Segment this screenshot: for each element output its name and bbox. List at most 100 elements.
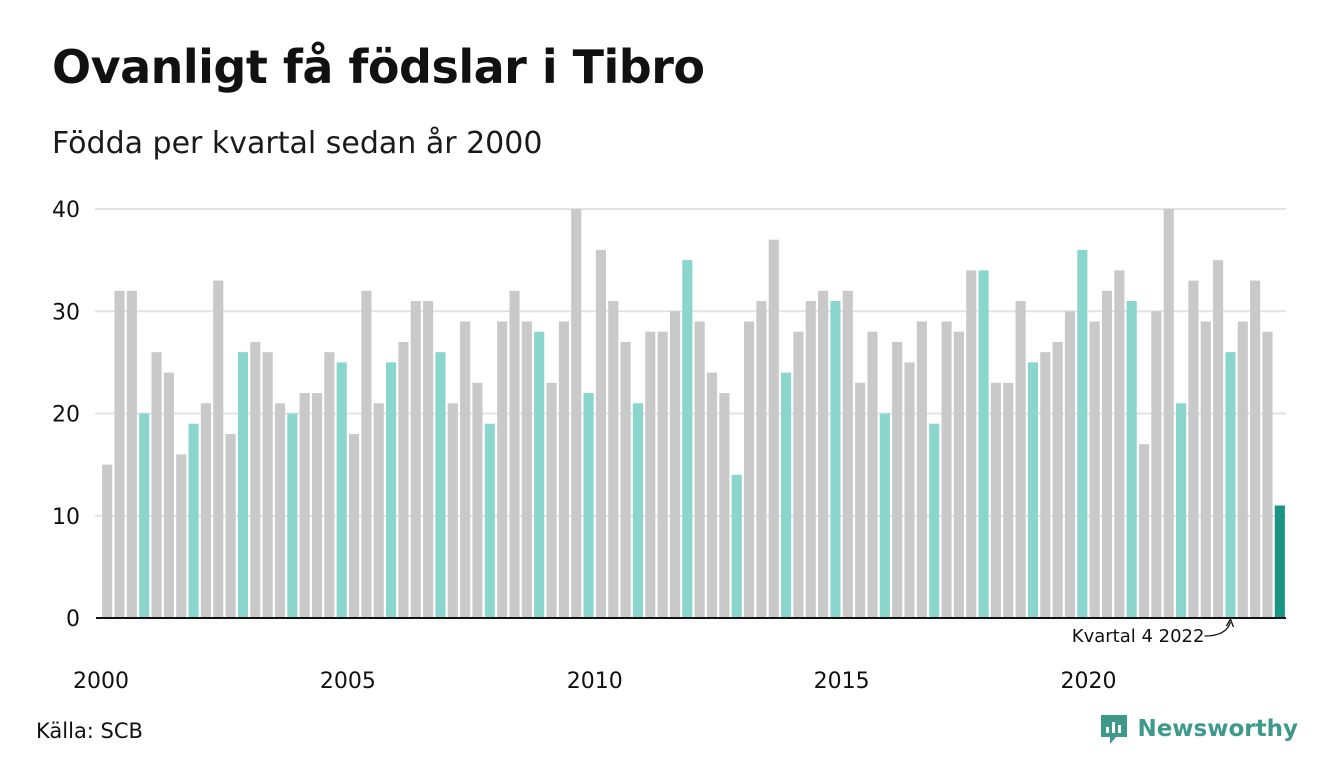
- bar: [793, 331, 804, 618]
- bar: [1101, 290, 1113, 618]
- bar: [1188, 280, 1199, 618]
- bar: [336, 362, 347, 618]
- x-tick-label: 2005: [320, 669, 376, 694]
- bar: [1114, 270, 1125, 618]
- bar: [558, 321, 569, 618]
- bar: [1003, 382, 1014, 618]
- bar: [262, 352, 273, 618]
- bar: [225, 433, 236, 618]
- bar: [694, 321, 705, 618]
- bar: [583, 393, 594, 618]
- y-tick-label: 30: [52, 300, 80, 325]
- bar: [1237, 321, 1248, 618]
- bar: [237, 352, 249, 618]
- bar: [361, 290, 372, 618]
- annotation-label: Kvartal 4 2022: [1072, 626, 1205, 647]
- bar: [1052, 341, 1063, 618]
- bar: [608, 301, 619, 618]
- bar: [867, 331, 878, 618]
- bar: [139, 413, 150, 618]
- source-note: Källa: SCB: [36, 719, 143, 743]
- bar: [151, 352, 162, 618]
- bar: [892, 341, 903, 618]
- bar: [497, 321, 508, 618]
- bar: [274, 403, 286, 618]
- bar: [719, 393, 730, 618]
- bar: [176, 454, 187, 618]
- bar: [842, 290, 853, 618]
- bar: [1176, 403, 1187, 618]
- bar: [966, 270, 977, 618]
- bar: [682, 260, 693, 618]
- bar: [756, 301, 767, 618]
- bar: [447, 403, 458, 618]
- x-tick-label: 2020: [1061, 669, 1117, 694]
- bar: [855, 382, 866, 618]
- bar: [324, 352, 335, 618]
- bar: [1225, 352, 1236, 618]
- bar: [287, 413, 298, 618]
- bar: [953, 331, 964, 618]
- bar: [386, 362, 397, 618]
- bar: [904, 362, 915, 618]
- bar: [879, 413, 890, 618]
- bar: [830, 301, 841, 618]
- bar: [1200, 321, 1211, 618]
- bar: [472, 382, 483, 618]
- bar: [978, 270, 989, 618]
- y-tick-label: 40: [52, 198, 80, 223]
- bar: [657, 331, 668, 618]
- bar: [1138, 444, 1150, 618]
- bar: [423, 301, 434, 618]
- bar: [1077, 249, 1088, 618]
- bar: [916, 321, 927, 618]
- bar: [929, 423, 940, 618]
- bar: [435, 352, 446, 618]
- bar: [163, 372, 174, 618]
- bar: [805, 301, 816, 618]
- y-tick-label: 10: [52, 505, 80, 530]
- x-tick-label: 2000: [73, 669, 129, 694]
- bar: [706, 372, 718, 618]
- annotation-arrowhead: [1225, 617, 1235, 628]
- bar: [990, 382, 1001, 618]
- x-tick-label: 2015: [814, 669, 870, 694]
- bar: [781, 372, 792, 618]
- annotation-arrow: [1204, 621, 1232, 637]
- bar: [1126, 301, 1137, 618]
- bar: [620, 341, 631, 618]
- bar: [102, 464, 113, 618]
- bar: [299, 393, 310, 618]
- bar: [348, 433, 360, 618]
- bar-chart: 0 10 20 30 40 2000 2005 2010 2015 2020 Kvartal 4 2…: [52, 198, 1286, 694]
- bar: [460, 321, 471, 618]
- bar: [743, 321, 755, 618]
- bar: [546, 382, 557, 618]
- bar: [1250, 280, 1261, 618]
- bar: [1213, 260, 1224, 618]
- bar: [571, 209, 582, 618]
- newsworthy-logo: Newsworthy: [1099, 712, 1298, 746]
- bar: [114, 290, 125, 618]
- bar: [1163, 209, 1174, 618]
- bar: [213, 280, 224, 618]
- bar: [645, 331, 656, 618]
- bar: [410, 301, 421, 618]
- bar: [484, 423, 495, 618]
- bar: [941, 321, 952, 618]
- bar: [632, 403, 644, 618]
- bar: [521, 321, 532, 618]
- bar: [126, 290, 137, 618]
- bar: [1040, 352, 1051, 618]
- chart-subtitle: Födda per kvartal sedan år 2000: [52, 126, 543, 161]
- bar: [818, 290, 829, 618]
- y-tick-label: 20: [52, 403, 80, 428]
- bar: [398, 341, 409, 618]
- bar: [509, 290, 520, 618]
- bar: [768, 239, 779, 619]
- bar: [731, 474, 742, 618]
- brand-name: Newsworthy: [1137, 716, 1298, 742]
- x-tick-label: 2010: [567, 669, 623, 694]
- bar: [534, 331, 545, 618]
- bar: [1262, 331, 1273, 618]
